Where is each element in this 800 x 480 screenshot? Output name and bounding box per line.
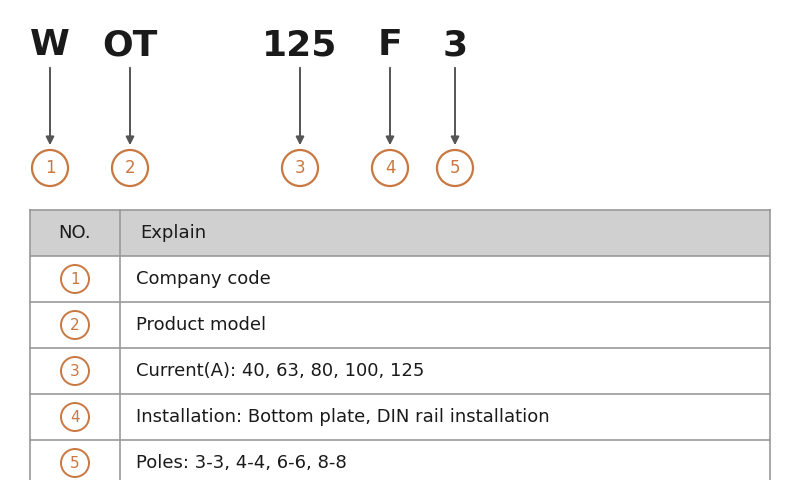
- Text: 5: 5: [70, 456, 80, 470]
- Text: Current(A): 40, 63, 80, 100, 125: Current(A): 40, 63, 80, 100, 125: [136, 362, 424, 380]
- Bar: [30, 348, 770, 394]
- Bar: [30, 210, 770, 256]
- Text: Installation: Bottom plate, DIN rail installation: Installation: Bottom plate, DIN rail ins…: [136, 408, 550, 426]
- Text: 3: 3: [442, 28, 467, 62]
- Bar: [30, 302, 770, 348]
- Text: NO.: NO.: [58, 224, 91, 242]
- Text: F: F: [378, 28, 402, 62]
- Text: 4: 4: [385, 159, 395, 177]
- Text: 1: 1: [45, 159, 55, 177]
- Bar: [30, 440, 770, 480]
- Bar: [30, 256, 770, 302]
- Text: 5: 5: [450, 159, 460, 177]
- Text: OT: OT: [102, 28, 158, 62]
- Text: 2: 2: [125, 159, 135, 177]
- Text: 1: 1: [70, 272, 80, 287]
- Text: W: W: [30, 28, 70, 62]
- Text: 125: 125: [262, 28, 338, 62]
- Text: Poles: 3-3, 4-4, 6-6, 8-8: Poles: 3-3, 4-4, 6-6, 8-8: [136, 454, 346, 472]
- Text: 4: 4: [70, 409, 80, 424]
- Bar: [30, 394, 770, 440]
- Text: 3: 3: [294, 159, 306, 177]
- Text: 2: 2: [70, 317, 80, 333]
- Text: Explain: Explain: [140, 224, 206, 242]
- Text: 3: 3: [70, 363, 80, 379]
- Text: Company code: Company code: [136, 270, 270, 288]
- Text: Product model: Product model: [136, 316, 266, 334]
